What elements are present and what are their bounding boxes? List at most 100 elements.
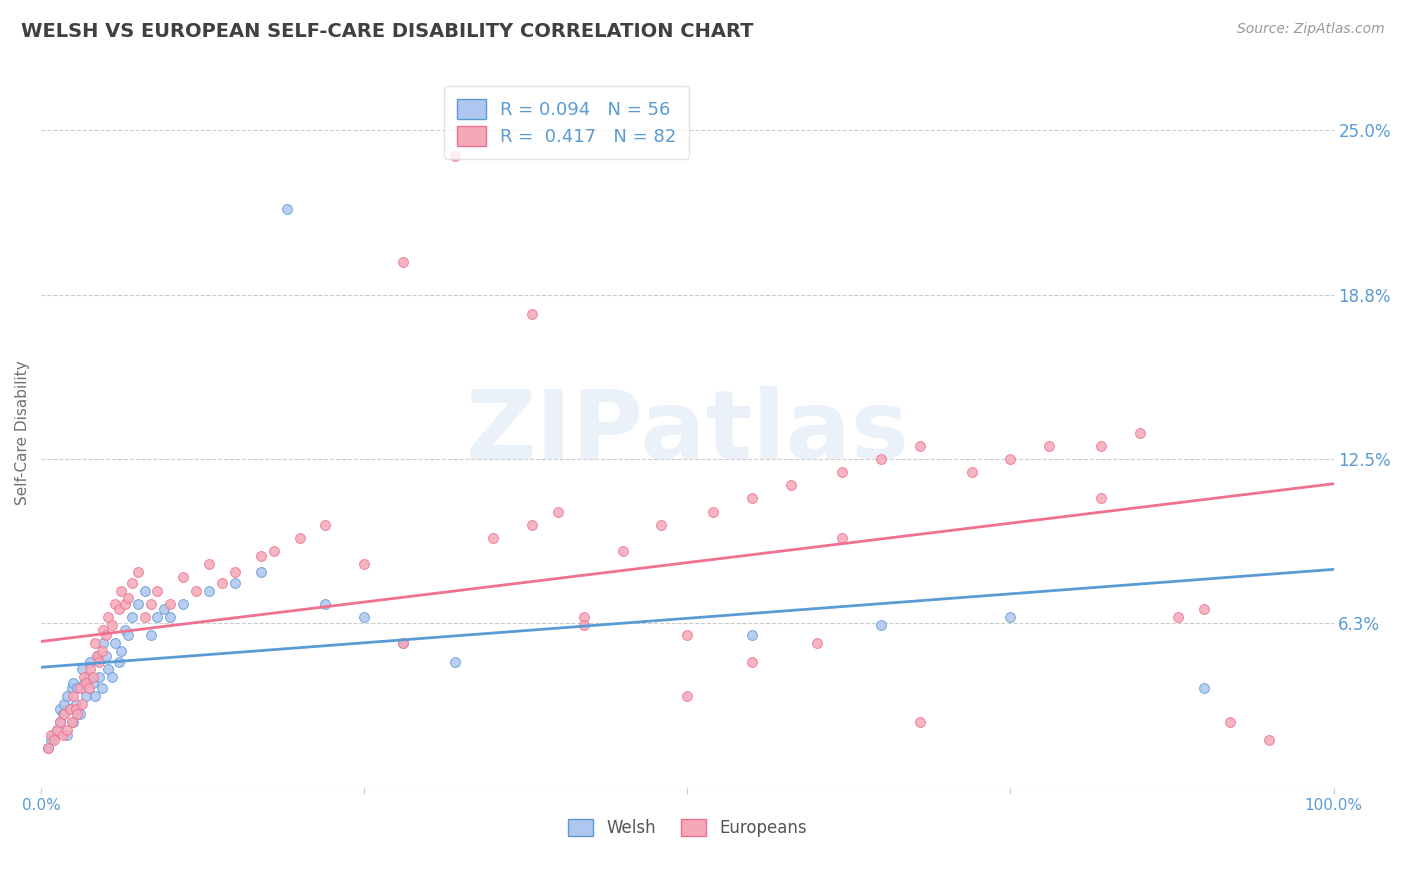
Text: Source: ZipAtlas.com: Source: ZipAtlas.com xyxy=(1237,22,1385,37)
Point xyxy=(572,617,595,632)
Point xyxy=(42,728,65,742)
Point xyxy=(60,681,83,695)
Point xyxy=(779,478,801,492)
Point xyxy=(443,655,465,669)
Point xyxy=(127,565,149,579)
Point xyxy=(49,714,72,729)
Point xyxy=(702,505,724,519)
Point xyxy=(45,723,67,737)
Point xyxy=(91,623,114,637)
Point xyxy=(94,649,117,664)
Point xyxy=(104,597,127,611)
Point xyxy=(73,670,96,684)
Point xyxy=(86,649,108,664)
Point xyxy=(53,707,76,722)
Point xyxy=(288,531,311,545)
Point xyxy=(1000,452,1022,467)
Point xyxy=(127,597,149,611)
Point xyxy=(62,714,84,729)
Point xyxy=(139,597,162,611)
Point xyxy=(676,689,699,703)
Point xyxy=(741,655,763,669)
Point xyxy=(41,733,63,747)
Point xyxy=(72,697,94,711)
Point xyxy=(58,702,80,716)
Point xyxy=(146,583,169,598)
Point xyxy=(89,655,111,669)
Point xyxy=(482,531,505,545)
Point xyxy=(49,714,72,729)
Point xyxy=(806,636,828,650)
Point xyxy=(1167,609,1189,624)
Point xyxy=(52,707,75,722)
Point xyxy=(172,597,194,611)
Point xyxy=(250,565,273,579)
Point xyxy=(908,439,931,453)
Point xyxy=(1257,733,1279,747)
Point xyxy=(211,575,233,590)
Point xyxy=(69,681,91,695)
Point xyxy=(84,636,107,650)
Point xyxy=(97,609,120,624)
Point xyxy=(572,609,595,624)
Point xyxy=(66,681,89,695)
Point xyxy=(72,662,94,676)
Point xyxy=(522,517,544,532)
Point xyxy=(66,707,89,722)
Point xyxy=(547,505,569,519)
Point xyxy=(49,702,72,716)
Point xyxy=(37,741,59,756)
Legend: Welsh, Europeans: Welsh, Europeans xyxy=(561,812,814,844)
Point xyxy=(79,662,101,676)
Point xyxy=(831,531,853,545)
Point xyxy=(960,465,983,479)
Point xyxy=(186,583,208,598)
Point xyxy=(250,549,273,564)
Point xyxy=(908,714,931,729)
Point xyxy=(114,597,136,611)
Point xyxy=(676,628,699,642)
Point xyxy=(37,741,59,756)
Point xyxy=(1000,609,1022,624)
Point xyxy=(198,583,221,598)
Point xyxy=(146,609,169,624)
Point xyxy=(263,544,285,558)
Text: ZIPatlas: ZIPatlas xyxy=(465,386,910,479)
Point xyxy=(77,681,100,695)
Point xyxy=(353,609,375,624)
Y-axis label: Self-Care Disability: Self-Care Disability xyxy=(15,360,30,505)
Point xyxy=(392,254,415,268)
Point xyxy=(741,628,763,642)
Point xyxy=(82,670,104,684)
Point xyxy=(60,714,83,729)
Point xyxy=(159,597,181,611)
Point xyxy=(56,723,79,737)
Point xyxy=(121,609,143,624)
Point xyxy=(1038,439,1060,453)
Point xyxy=(62,675,84,690)
Point xyxy=(77,670,100,684)
Point xyxy=(612,544,634,558)
Point xyxy=(831,465,853,479)
Point xyxy=(159,609,181,624)
Point xyxy=(94,628,117,642)
Point xyxy=(870,617,893,632)
Point xyxy=(56,728,79,742)
Text: WELSH VS EUROPEAN SELF-CARE DISABILITY CORRELATION CHART: WELSH VS EUROPEAN SELF-CARE DISABILITY C… xyxy=(21,22,754,41)
Point xyxy=(41,728,63,742)
Point xyxy=(1194,602,1216,616)
Point xyxy=(392,636,415,650)
Point xyxy=(110,583,132,598)
Point xyxy=(101,617,124,632)
Point xyxy=(110,644,132,658)
Point xyxy=(97,662,120,676)
Point xyxy=(84,689,107,703)
Point xyxy=(121,575,143,590)
Point xyxy=(392,636,415,650)
Point xyxy=(114,623,136,637)
Point xyxy=(65,697,87,711)
Point xyxy=(134,609,156,624)
Point xyxy=(82,675,104,690)
Point xyxy=(353,558,375,572)
Point xyxy=(224,575,246,590)
